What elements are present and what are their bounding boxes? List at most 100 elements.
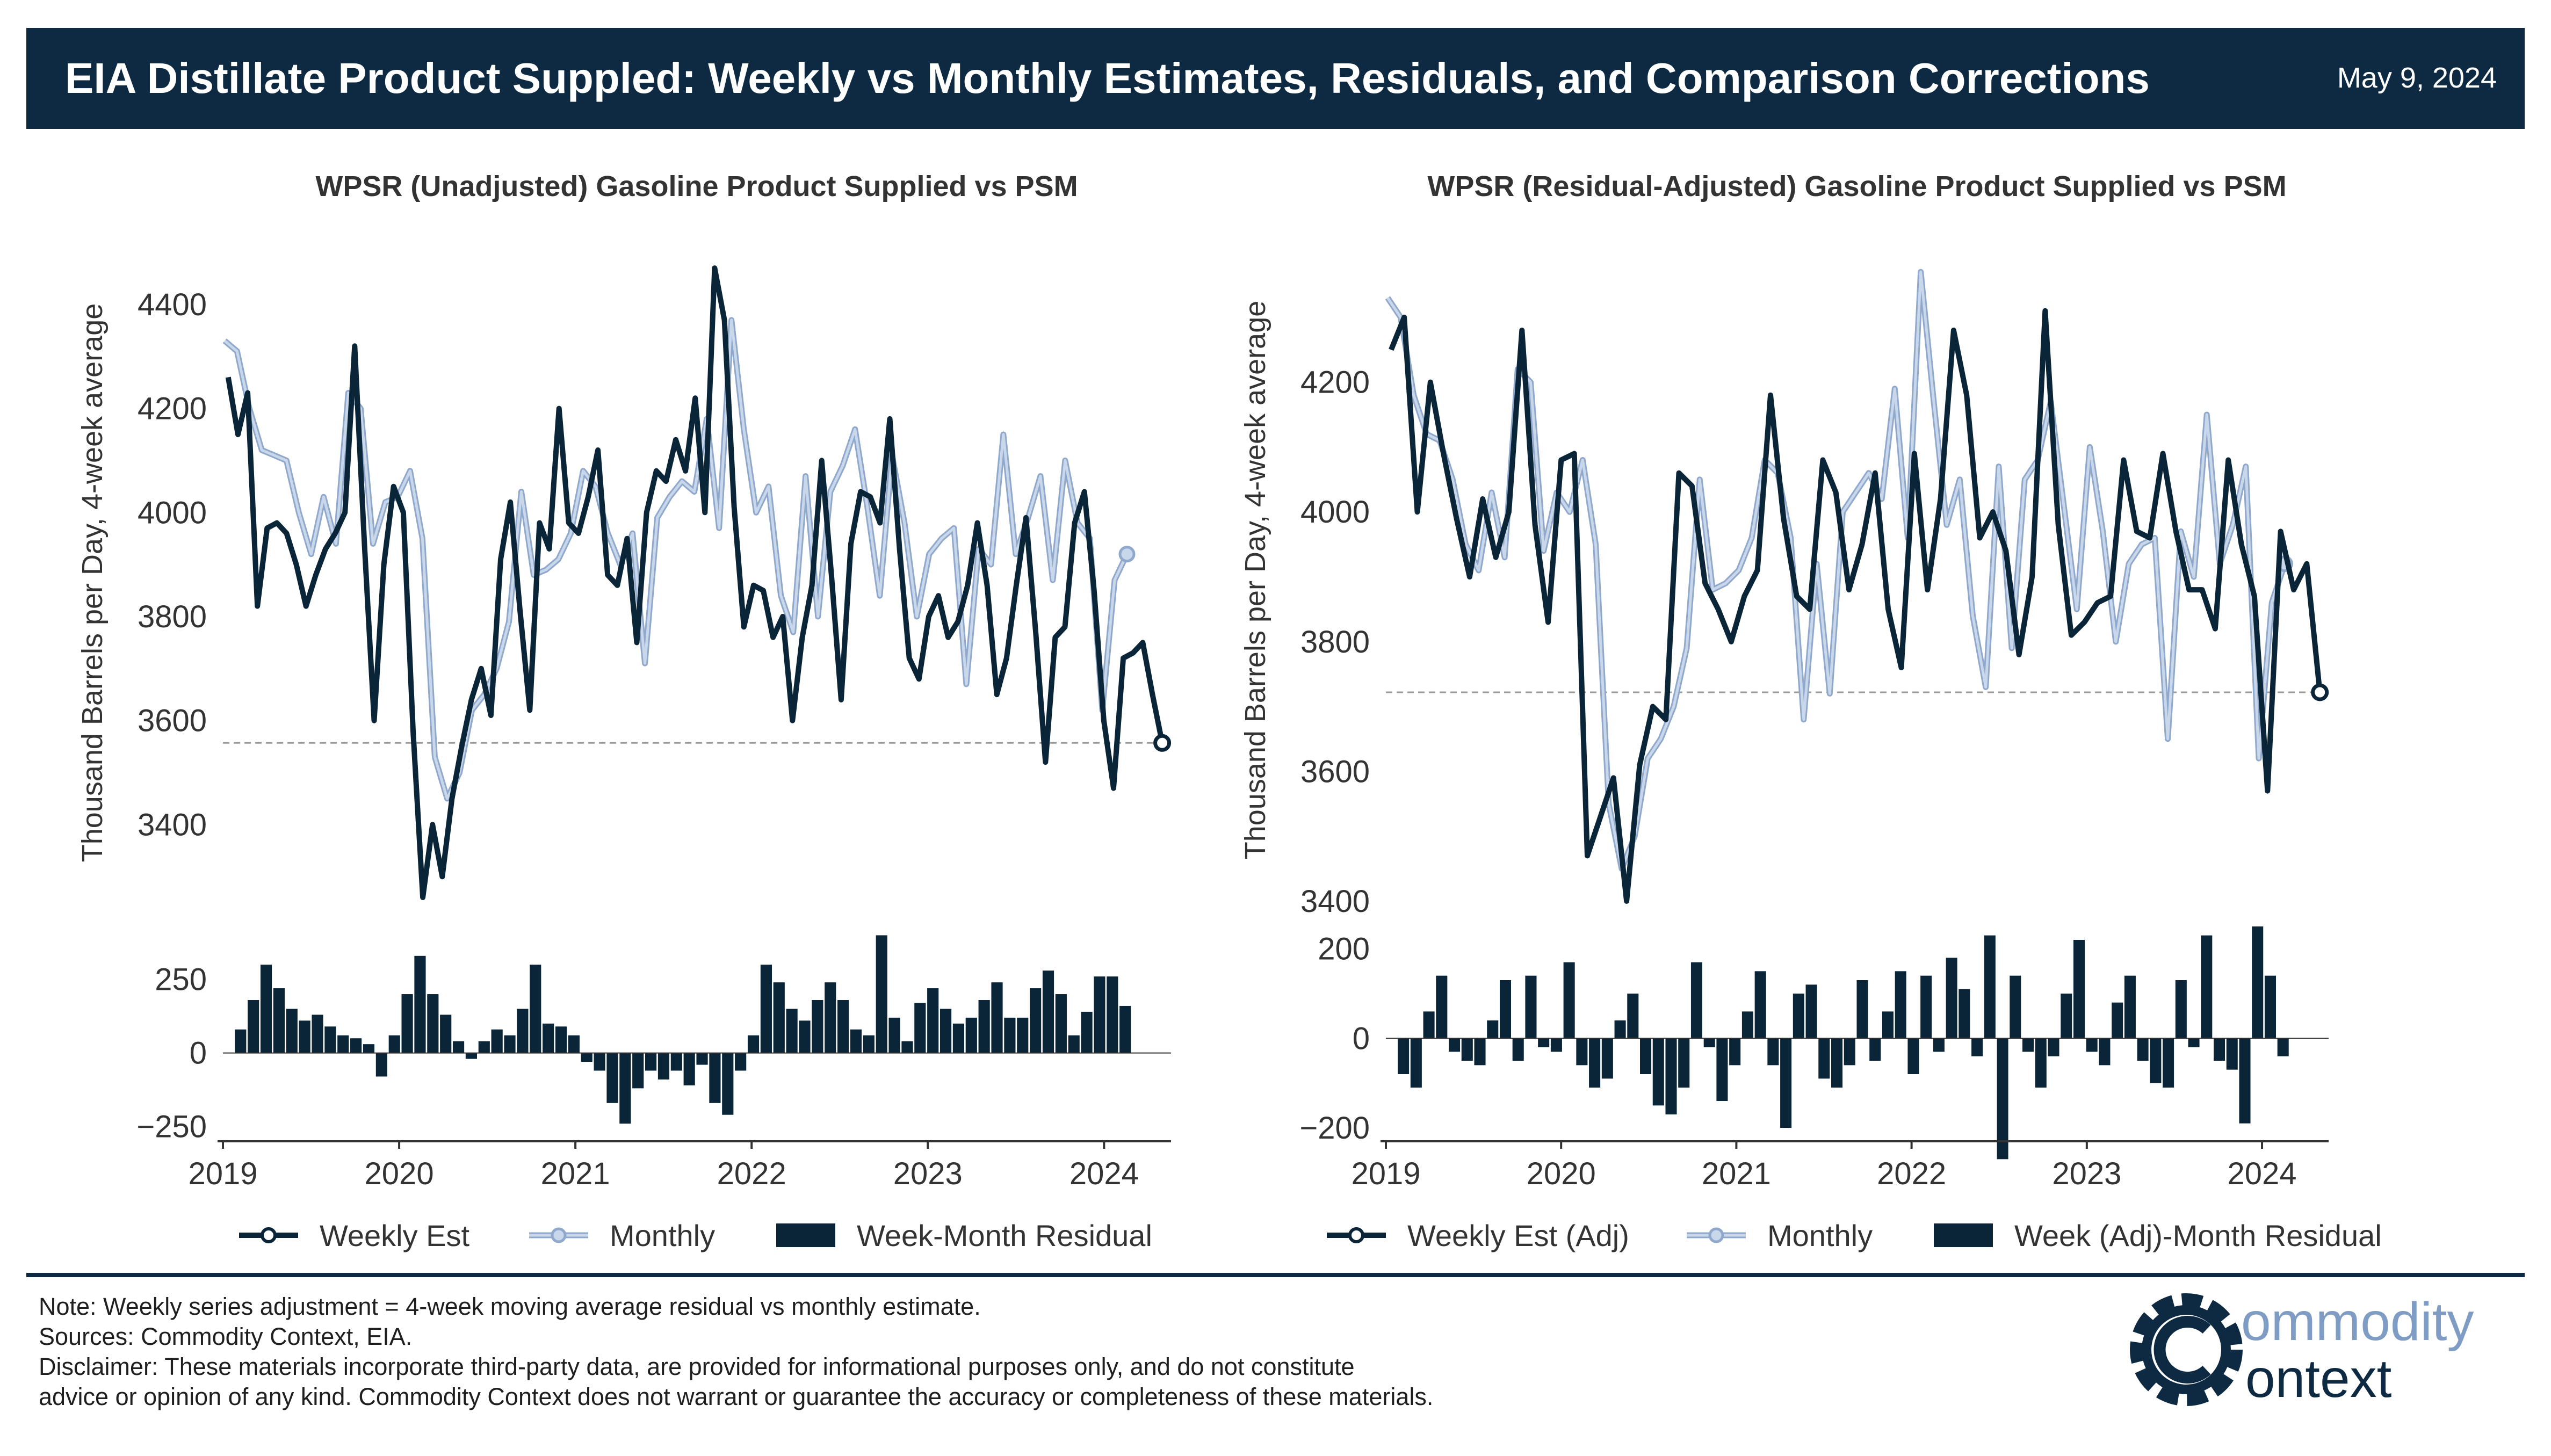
residual-bar	[1550, 1038, 1562, 1052]
residual-bar	[2188, 1038, 2200, 1047]
footer-sources: Sources: Commodity Context, EIA.	[39, 1323, 413, 1350]
residual-bar	[273, 988, 285, 1053]
residual-bar	[1665, 1038, 1677, 1114]
x-tick-label: 2019	[1351, 1156, 1420, 1191]
residual-bar	[427, 994, 439, 1053]
residual-bar	[991, 982, 1003, 1053]
residual-bar	[747, 1035, 760, 1053]
residual-bar	[825, 982, 836, 1053]
residual-bar	[465, 1053, 478, 1059]
x-tick-label: 2020	[365, 1156, 434, 1191]
chart-right: WPSR (Residual-Adjusted) Gasoline Produc…	[1239, 170, 2382, 1252]
residual-bar	[952, 1023, 965, 1053]
residual-bar	[850, 1029, 862, 1053]
x-tick-label: 2019	[188, 1156, 257, 1191]
legend-monthly-label: Monthly	[1767, 1219, 1873, 1252]
residual-bar	[606, 1053, 618, 1103]
residual-bar	[927, 988, 939, 1053]
x-tick-label: 2023	[2052, 1156, 2121, 1191]
residual-bar	[1716, 1038, 1728, 1101]
residual-bar	[1525, 975, 1537, 1039]
residual-bar	[388, 1035, 400, 1053]
residual-bar	[2048, 1038, 2059, 1056]
residual-y-tick-label: 250	[155, 962, 207, 997]
residual-bar	[1423, 1011, 1435, 1039]
residual-bar	[1042, 970, 1054, 1053]
residual-bar	[555, 1026, 567, 1053]
weekly-line	[1389, 308, 2323, 904]
residual-bar	[876, 935, 887, 1053]
legend-monthly-marker	[1708, 1227, 1724, 1243]
chart-left: WPSR (Unadjusted) Gasoline Product Suppl…	[76, 170, 1172, 1252]
residual-bar	[478, 1041, 490, 1053]
residual-bar	[401, 994, 413, 1053]
residual-bar	[696, 1053, 708, 1065]
residual-bar	[2150, 1038, 2162, 1083]
residual-bar	[491, 1029, 503, 1053]
residual-bar	[2073, 940, 2085, 1039]
residual-bar	[324, 1026, 336, 1053]
residual-bar	[1818, 1038, 1830, 1079]
residual-bar	[2201, 935, 2213, 1039]
residual-bar	[2226, 1038, 2238, 1070]
residual-y-tick-label: 0	[190, 1036, 207, 1071]
residual-bar	[2277, 1038, 2289, 1056]
residual-bar	[1068, 1035, 1080, 1053]
residual-bar	[683, 1053, 695, 1085]
residual-bar	[670, 1053, 682, 1071]
y-tick-label: 3600	[138, 704, 207, 738]
residual-bar	[735, 1053, 747, 1071]
residual-bar	[1576, 1038, 1588, 1066]
y-tick-label: 4200	[1300, 365, 1370, 400]
residual-bar	[1997, 1038, 2008, 1160]
x-tick-label: 2021	[541, 1156, 610, 1191]
residual-bar	[2213, 1038, 2225, 1061]
residual-bar	[286, 1009, 298, 1053]
residual-bar	[1461, 1038, 1473, 1061]
residual-bar	[1933, 1038, 1945, 1052]
logo-text-line1: ommodity	[2241, 1292, 2474, 1352]
residual-bar	[2264, 975, 2276, 1039]
x-tick-label: 2023	[893, 1156, 963, 1191]
y-tick-label: 4000	[138, 495, 207, 530]
residual-bar	[1844, 1038, 1855, 1066]
residual-bar	[337, 1035, 349, 1053]
residual-bar	[632, 1053, 644, 1089]
residual-bar	[1703, 1038, 1715, 1047]
y-axis-label: Thousand Barrels per Day, 4-week average	[1239, 301, 1271, 860]
residual-bar	[1487, 1020, 1499, 1039]
residual-bar	[1678, 1038, 1690, 1088]
legend-residual-swatch	[1934, 1223, 1993, 1247]
residual-bar	[2099, 1038, 2111, 1066]
residual-bar	[543, 1023, 554, 1053]
x-tick-label: 2024	[1069, 1156, 1139, 1191]
residual-bar	[2124, 975, 2136, 1039]
residual-bar	[1081, 1011, 1093, 1053]
residual-bar	[299, 1020, 310, 1053]
residual-bar	[799, 1020, 811, 1053]
residual-bar	[350, 1038, 362, 1053]
residual-bar	[1959, 989, 1970, 1039]
residual-bar	[1856, 980, 1868, 1039]
residual-bar	[363, 1044, 375, 1053]
residual-bar	[2252, 926, 2264, 1039]
residual-bar	[1882, 1011, 1894, 1039]
residual-bar	[2035, 1038, 2047, 1088]
residual-y-tick-label: 0	[1353, 1021, 1370, 1056]
residual-y-tick-label: −200	[1299, 1111, 1370, 1146]
residual-bar	[901, 1041, 913, 1053]
footer-disclaimer-1: Disclaimer: These materials incorporate …	[39, 1353, 1355, 1380]
footer-divider	[26, 1273, 2525, 1277]
y-tick-label: 4000	[1300, 495, 1370, 530]
page-title: EIA Distillate Product Suppled: Weekly v…	[65, 54, 2150, 102]
logo-text-line2: ontext	[2245, 1349, 2392, 1409]
residual-bar	[568, 1035, 580, 1053]
x-tick-label: 2022	[717, 1156, 786, 1191]
residual-bar	[619, 1053, 631, 1124]
gear-icon	[2130, 1293, 2243, 1406]
legend-residual-label: Week (Adj)-Month Residual	[2014, 1219, 2382, 1252]
residual-bar	[1107, 976, 1118, 1053]
legend-residual-label: Week-Month Residual	[857, 1219, 1152, 1252]
legend-weekly-marker	[261, 1227, 277, 1243]
